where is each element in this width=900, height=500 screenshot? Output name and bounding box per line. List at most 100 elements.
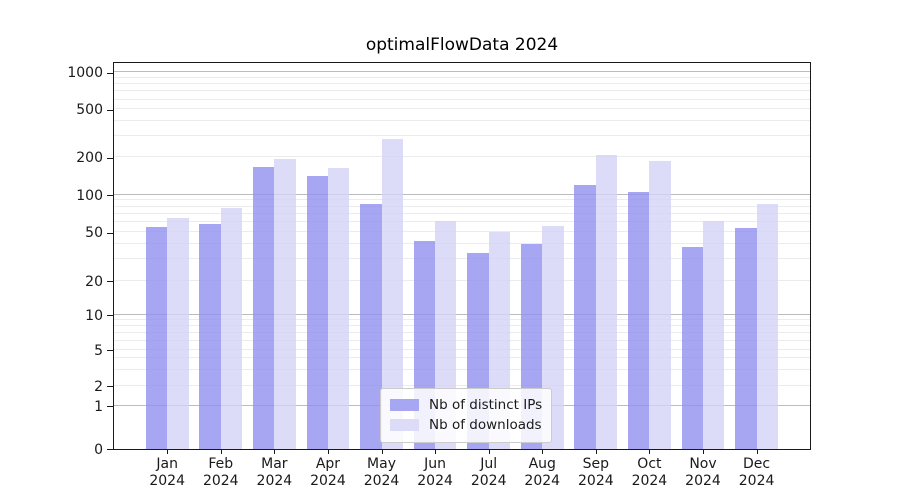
x-tick-mark xyxy=(327,449,329,454)
x-tick-mark xyxy=(756,449,758,454)
bar-downloads-oct xyxy=(649,160,671,449)
major-gridline xyxy=(114,193,810,195)
minor-gridline xyxy=(114,384,810,386)
minor-gridline xyxy=(114,242,810,244)
y-tick-mark xyxy=(107,157,113,159)
x-tick-mark xyxy=(649,449,651,454)
x-tick-label-mar: Mar 2024 xyxy=(256,455,293,489)
x-tick-label-jan: Jan 2024 xyxy=(149,455,185,489)
minor-gridline xyxy=(114,76,810,78)
y-tick-label: 100 xyxy=(76,187,103,204)
x-tick-label-jun: Jun 2024 xyxy=(417,455,453,489)
minor-gridline xyxy=(114,119,810,121)
y-tick-mark xyxy=(107,281,113,283)
x-tick-mark xyxy=(167,449,169,454)
minor-gridline xyxy=(114,324,810,326)
bar-distinct-ips-feb xyxy=(199,224,221,449)
minor-gridline xyxy=(114,319,810,321)
minor-gridline xyxy=(114,83,810,85)
x-tick-label-jul: Jul 2024 xyxy=(470,455,507,489)
y-tick-label: 1000 xyxy=(67,65,103,82)
y-tick-label: 0 xyxy=(94,441,103,458)
bar-downloads-may xyxy=(381,138,403,449)
y-tick-mark xyxy=(107,386,113,388)
minor-gridline xyxy=(114,331,810,333)
x-tick-label-aug: Aug 2024 xyxy=(524,455,561,489)
minor-gridline xyxy=(114,90,810,92)
minor-gridline xyxy=(114,258,810,260)
y-tick-label: 5 xyxy=(94,342,103,359)
minor-gridline xyxy=(114,212,810,214)
minor-gridline xyxy=(114,156,810,157)
minor-gridline xyxy=(114,108,810,110)
minor-gridline xyxy=(114,199,810,201)
y-tick-mark xyxy=(107,350,113,352)
y-tick-mark xyxy=(107,195,113,197)
y-tick-label: 1 xyxy=(94,398,103,415)
x-tick-mark xyxy=(381,449,383,454)
minor-gridline xyxy=(114,134,810,136)
legend-row-distinct-ips: Nb of distinct IPs xyxy=(390,395,542,415)
bar-distinct-ips-may xyxy=(360,204,382,449)
y-tick-label: 200 xyxy=(76,150,103,166)
y-tick-label: 20 xyxy=(85,273,103,290)
x-tick-mark xyxy=(542,449,544,454)
legend-label: Nb of downloads xyxy=(429,417,542,433)
y-tick-mark xyxy=(107,72,113,74)
bar-distinct-ips-jan xyxy=(145,226,168,449)
minor-gridline xyxy=(114,348,810,350)
x-tick-label-oct: Oct 2024 xyxy=(631,455,668,489)
x-tick-mark xyxy=(274,449,276,454)
bar-downloads-feb xyxy=(220,208,243,449)
legend-swatch-icon xyxy=(390,419,419,431)
legend-swatch-icon xyxy=(390,399,419,411)
bar-distinct-ips-nov xyxy=(681,246,703,449)
y-tick-mark xyxy=(107,109,113,111)
legend: Nb of distinct IPs Nb of downloads xyxy=(380,388,553,443)
bar-downloads-sep xyxy=(595,154,618,449)
minor-gridline xyxy=(114,98,810,100)
y-tick-label: 10 xyxy=(85,307,103,324)
minor-gridline xyxy=(114,205,810,207)
chart-title: optimalFlowData 2024 xyxy=(365,35,559,55)
x-tick-mark xyxy=(435,449,437,454)
bar-distinct-ips-sep xyxy=(574,185,596,449)
legend-label: Nb of distinct IPs xyxy=(429,397,543,413)
x-tick-mark xyxy=(220,449,222,454)
minor-gridline xyxy=(114,357,810,359)
x-tick-mark xyxy=(703,449,704,454)
legend-row-downloads: Nb of downloads xyxy=(390,415,542,435)
x-tick-label-dec: Dec 2024 xyxy=(738,455,775,489)
x-tick-label-apr: Apr 2024 xyxy=(310,455,346,489)
y-tick-label: 2 xyxy=(94,378,103,395)
x-tick-mark xyxy=(595,449,597,454)
minor-gridline xyxy=(114,221,810,223)
minor-gridline xyxy=(114,231,810,232)
x-tick-label-may: May 2024 xyxy=(363,455,400,489)
y-tick-mark xyxy=(107,315,113,317)
bar-downloads-nov xyxy=(703,221,725,449)
bar-downloads-jan xyxy=(167,217,189,449)
major-gridline xyxy=(114,313,810,315)
bar-downloads-apr xyxy=(327,167,350,449)
y-tick-label: 50 xyxy=(85,225,103,241)
bar-distinct-ips-dec xyxy=(735,227,757,449)
y-tick-mark xyxy=(107,232,113,234)
x-tick-mark xyxy=(488,449,490,454)
bar-downloads-dec xyxy=(756,204,778,449)
minor-gridline xyxy=(114,339,810,341)
bar-distinct-ips-oct xyxy=(628,192,650,449)
x-tick-label-sep: Sep 2024 xyxy=(578,455,614,489)
major-gridline xyxy=(114,71,810,73)
minor-gridline xyxy=(114,368,810,370)
bar-distinct-ips-mar xyxy=(252,167,275,449)
bar-downloads-mar xyxy=(274,159,296,449)
bar-distinct-ips-apr xyxy=(306,176,328,449)
minor-gridline xyxy=(114,279,810,281)
y-tick-label: 500 xyxy=(76,102,103,119)
x-tick-label-nov: Nov 2024 xyxy=(685,455,721,489)
y-tick-mark xyxy=(107,449,113,450)
y-tick-mark xyxy=(107,406,113,408)
x-tick-label-feb: Feb 2024 xyxy=(202,455,239,489)
